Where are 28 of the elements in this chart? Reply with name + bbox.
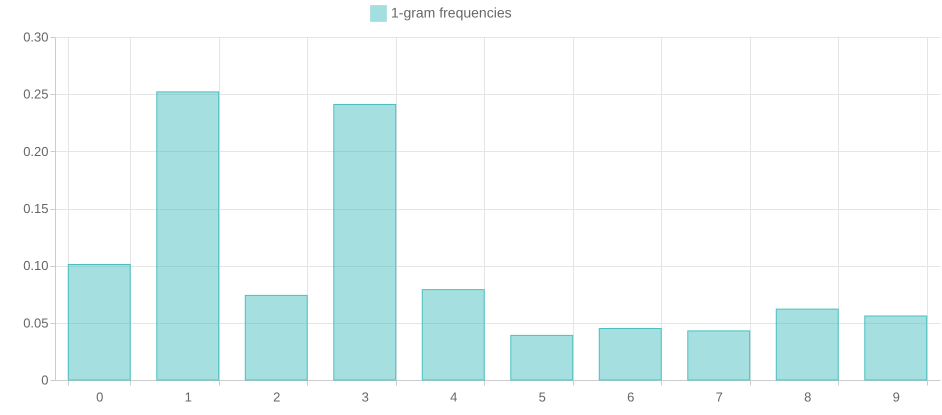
bar [687,330,750,380]
bar [68,264,131,380]
x-tick-label: 9 [892,390,900,404]
y-tick-label: 0.05 [23,315,48,330]
x-tick-label: 8 [804,390,812,404]
y-tick-label: 0.10 [23,258,48,274]
x-tick-label: 1 [184,390,192,404]
y-tick-label: 0.25 [23,86,48,102]
bar [510,334,574,380]
legend-label: 1-gram frequencies [391,4,512,20]
bar [864,315,928,380]
bar [156,91,220,380]
bar [333,104,396,380]
y-tick-label: 0 [41,372,48,388]
x-tick-label: 4 [450,390,458,404]
x-tick-label: 7 [716,390,723,404]
bar [422,289,485,380]
x-tick-label: 0 [96,390,104,404]
bar [244,294,308,380]
y-tick-label: 0.15 [23,201,48,216]
bar [776,308,839,380]
y-tick-label: 0.30 [23,30,48,44]
x-tick-label: 3 [362,390,369,404]
x-tick-label: 5 [538,390,546,404]
x-tick-label: 2 [273,390,280,404]
x-tick-label: 6 [627,390,634,404]
y-tick-label: 0.20 [23,144,48,159]
bar [598,328,662,380]
